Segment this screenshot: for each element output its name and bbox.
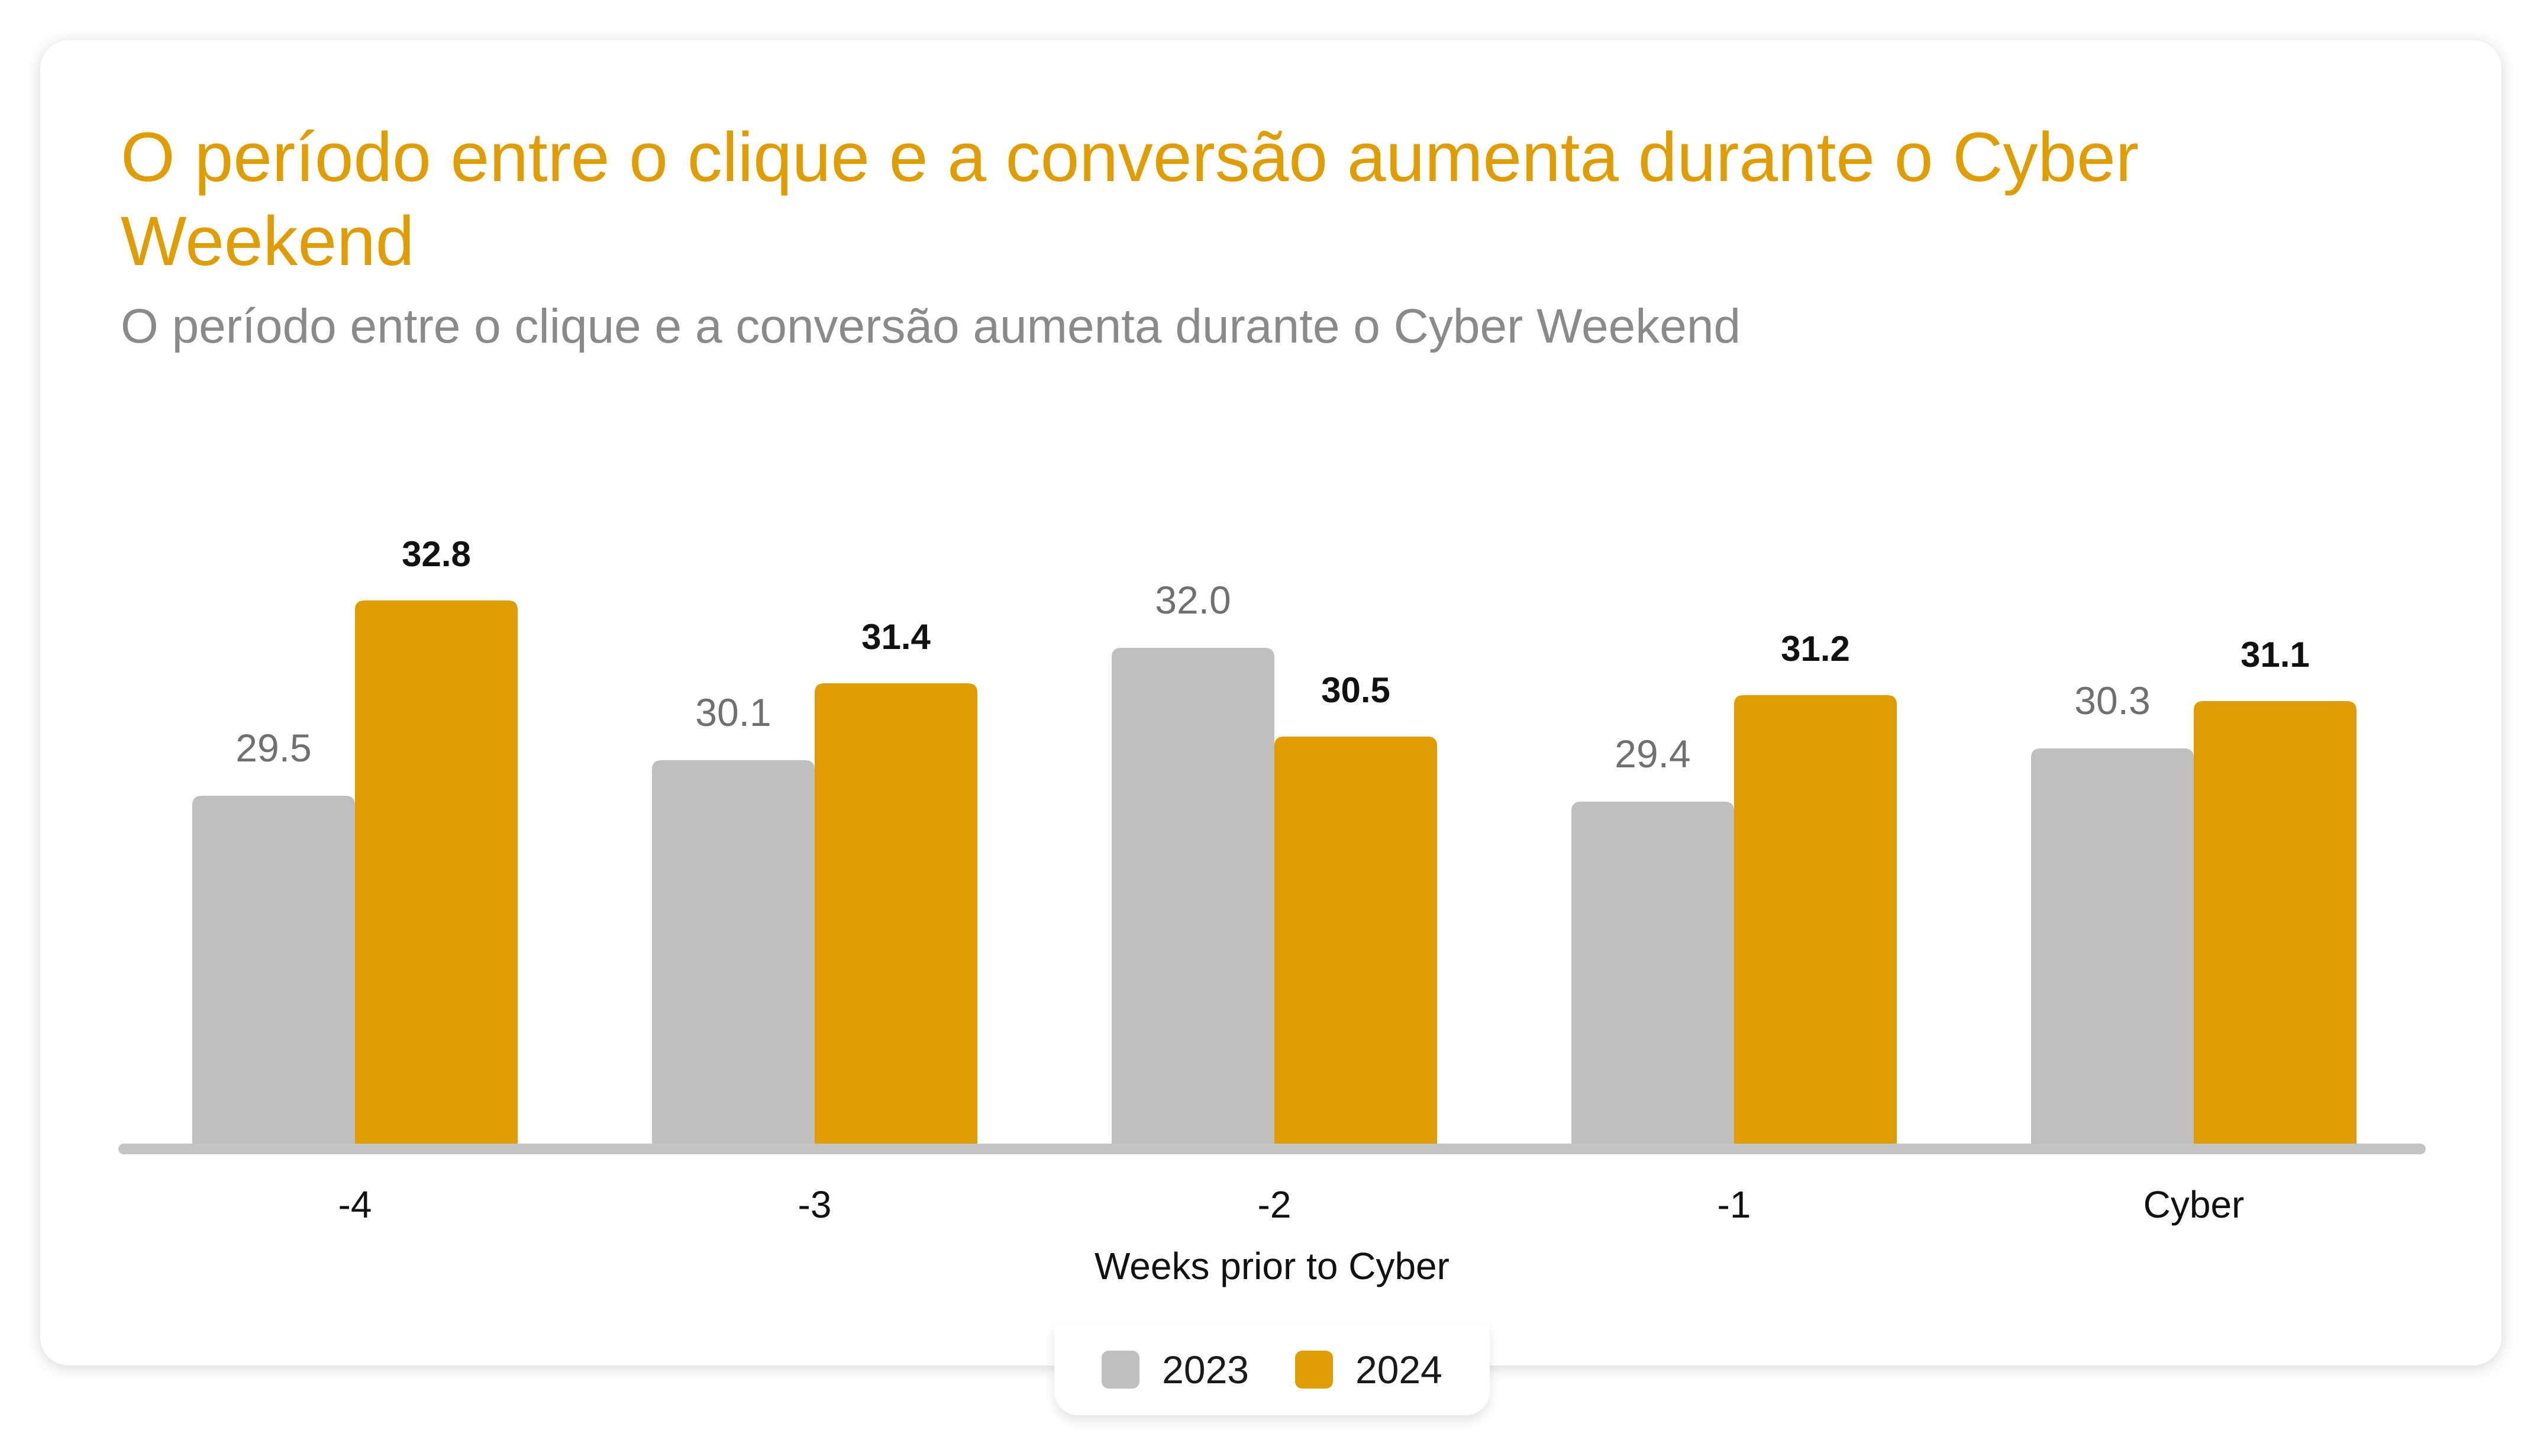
- value-label-2024--1: 31.2: [1781, 629, 1850, 669]
- value-label-2023--4: 29.5: [235, 726, 311, 770]
- value-label-2023--3: 30.1: [695, 690, 771, 734]
- legend-swatch-2023: [1102, 1351, 1140, 1389]
- chart-subtitle: O período entre o clique e a conversão a…: [121, 299, 1741, 353]
- category-label-Cyber: Cyber: [2143, 1183, 2245, 1226]
- bar-2024-Cyber: [2194, 701, 2356, 1145]
- value-label-2023-Cyber: 30.3: [2074, 679, 2150, 722]
- category-label--1: -1: [1717, 1183, 1751, 1226]
- bar-2023--4: [192, 796, 355, 1145]
- value-label-2024--2: 30.5: [1321, 670, 1390, 710]
- legend-item-2024: 2024: [1295, 1347, 1442, 1392]
- value-labels-group: 29.5 32.8 30.1 31.4 32.0 30.5 29.4 31.2 30.3 31.1: [235, 534, 2310, 776]
- value-label-2024--4: 32.8: [402, 534, 471, 574]
- category-label--4: -4: [338, 1183, 372, 1226]
- bar-2023--1: [1571, 802, 1734, 1145]
- legend-swatch-2024: [1295, 1351, 1333, 1389]
- legend-label-2024: 2024: [1355, 1348, 1442, 1392]
- value-label-2023--1: 29.4: [1615, 732, 1690, 776]
- bar-2024--4: [355, 601, 518, 1145]
- bar-2023--2: [1112, 648, 1274, 1145]
- category-label--2: -2: [1258, 1183, 1292, 1226]
- value-label-2023--2: 32.0: [1155, 578, 1231, 622]
- value-label-2024--3: 31.4: [861, 617, 931, 657]
- category-labels-group: -4 -3 -2 -1 Cyber: [338, 1183, 2245, 1226]
- bar-2024--1: [1734, 695, 1897, 1145]
- x-axis-line: [118, 1144, 2426, 1154]
- legend-item-2023: 2023: [1102, 1347, 1249, 1392]
- bar-2024--3: [815, 683, 977, 1145]
- value-label-2024-Cyber: 31.1: [2240, 635, 2310, 674]
- x-axis-label: Weeks prior to Cyber: [1095, 1245, 1449, 1287]
- legend-label-2023: 2023: [1162, 1348, 1249, 1392]
- bar-2023-Cyber: [2031, 748, 2194, 1145]
- chart-title: O período entre o clique e a conversão a…: [121, 118, 2139, 280]
- bars-group: [192, 601, 2356, 1145]
- bar-2024--2: [1274, 737, 1437, 1145]
- legend: 2023 2024: [1054, 1324, 1490, 1415]
- category-label--3: -3: [798, 1183, 832, 1226]
- bar-2023--3: [652, 760, 815, 1145]
